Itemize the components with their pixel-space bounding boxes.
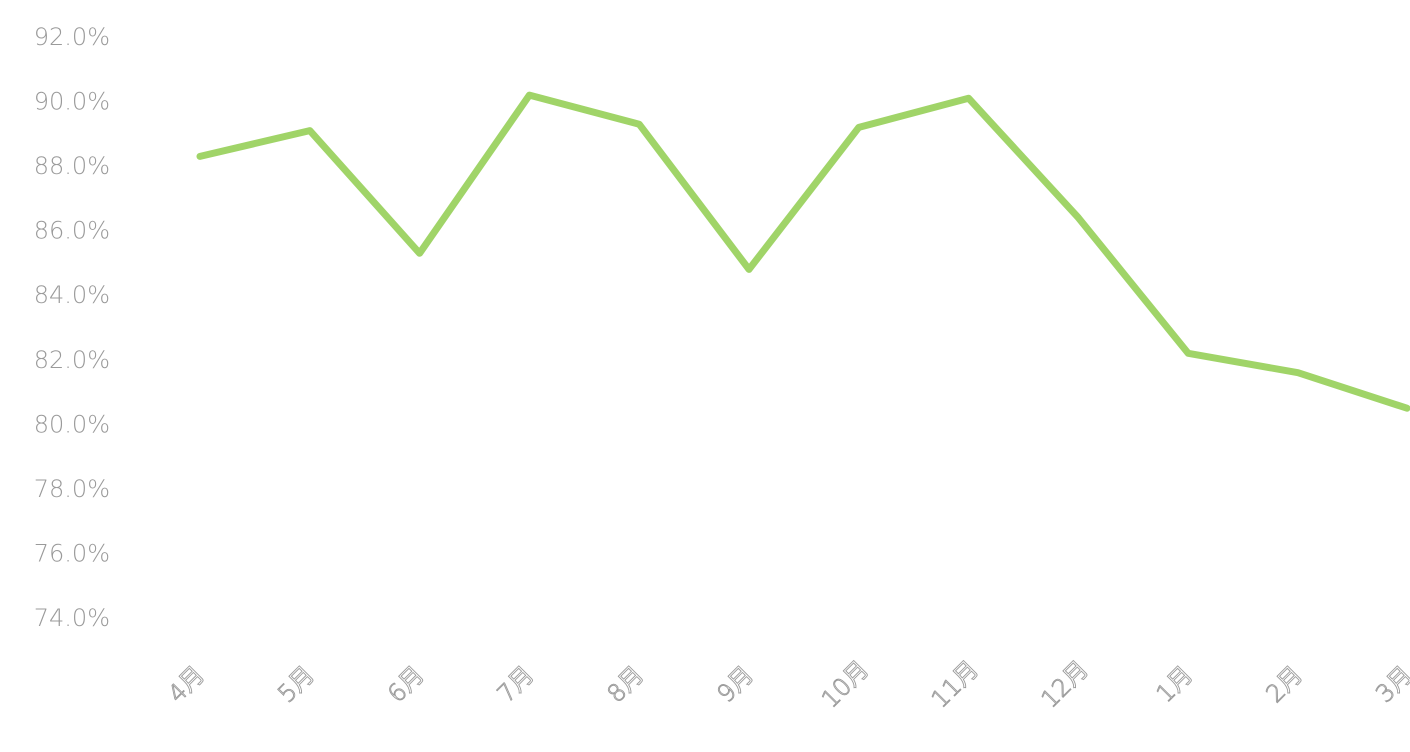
x-axis: 4月 5月 6月 7月 8月 9月 10月 11月 12月 1月 2月 3月 (162, 655, 1410, 714)
data-point (307, 128, 313, 134)
x-tick-label: 2月 (1261, 661, 1309, 709)
x-tick-label: 10月 (816, 655, 874, 713)
data-point (1404, 405, 1410, 411)
y-tick-label: 78.0% (34, 475, 110, 503)
y-tick-label: 90.0% (34, 88, 110, 116)
data-point (746, 266, 752, 272)
x-tick-label: 3月 (1370, 661, 1410, 709)
x-tick-label: 9月 (712, 661, 760, 709)
data-point (417, 250, 423, 256)
y-tick-label: 74.0% (34, 604, 110, 632)
y-tick-label: 76.0% (34, 539, 110, 567)
y-tick-label: 82.0% (34, 346, 110, 374)
y-axis: 92.0% 90.0% 88.0% 86.0% 84.0% 82.0% 80.0% 78.0%… (34, 23, 110, 632)
x-tick-label: 6月 (382, 661, 430, 709)
x-tick-label: 8月 (602, 661, 650, 709)
data-point (1185, 350, 1191, 356)
x-tick-label: 5月 (272, 661, 320, 709)
x-tick-label: 1月 (1151, 661, 1199, 709)
y-tick-label: 92.0% (34, 23, 110, 51)
x-tick-label: 12月 (1036, 655, 1094, 713)
data-point (526, 92, 532, 98)
y-tick-label: 80.0% (34, 410, 110, 438)
data-point (966, 95, 972, 101)
series-line (196, 91, 1410, 412)
data-point (856, 124, 862, 130)
plot-area (196, 91, 1410, 412)
x-tick-label: 4月 (163, 661, 211, 709)
data-point (1075, 215, 1081, 221)
y-tick-label: 84.0% (34, 281, 110, 309)
data-point (1295, 370, 1301, 376)
data-point (197, 153, 203, 159)
y-tick-label: 86.0% (34, 217, 110, 245)
x-tick-label: 7月 (492, 661, 540, 709)
y-tick-label: 88.0% (34, 152, 110, 180)
data-point (636, 121, 642, 127)
x-tick-label: 11月 (926, 655, 984, 713)
